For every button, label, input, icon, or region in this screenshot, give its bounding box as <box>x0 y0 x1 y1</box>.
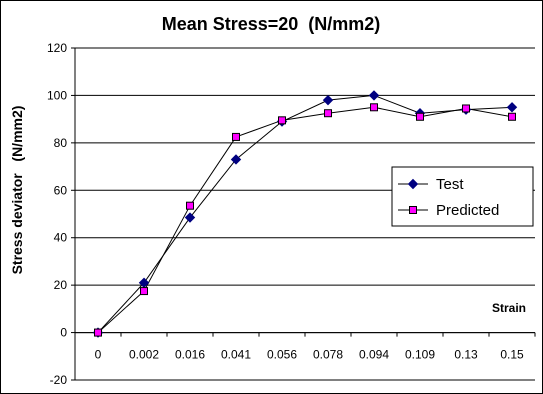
data-point-test <box>184 212 196 223</box>
data-point-predicted <box>462 104 470 113</box>
legend: Test Predicted <box>391 166 534 227</box>
chart-title: Mean Stress=20 (N/mm2) <box>162 14 381 34</box>
y-tick-label: 80 <box>54 136 68 150</box>
data-point-predicted <box>508 112 516 121</box>
series-line-test <box>97 94 513 333</box>
data-point-predicted <box>94 328 102 337</box>
data-point-predicted <box>278 116 286 125</box>
y-tick-label: 120 <box>47 41 67 55</box>
x-tick-label: 0.13 <box>454 348 478 362</box>
x-tick-label: 0 <box>95 348 102 362</box>
legend-label-predicted: Predicted <box>436 202 499 219</box>
x-tick-label: 0.056 <box>267 348 297 362</box>
legend-marker-predicted <box>409 206 417 214</box>
data-point-predicted <box>416 112 424 121</box>
y-tick-label: -20 <box>50 373 68 387</box>
y-axis-title: Stress deviator (N/mm2) <box>9 106 25 275</box>
data-point-test <box>368 90 380 101</box>
y-tick-label: 100 <box>47 88 67 102</box>
legend-box <box>391 166 534 227</box>
legend-square-marker <box>409 206 417 214</box>
data-point-predicted <box>324 109 332 118</box>
x-tick-label: 0.002 <box>129 348 159 362</box>
y-tick-label: 60 <box>54 183 68 197</box>
data-point-test <box>230 154 242 165</box>
plot-area: -20 0 20 40 60 80 100 120 0 0.002 0.016 0.041 0.056 0… <box>47 41 536 387</box>
data-point-predicted <box>140 287 148 296</box>
y-tick-label: 40 <box>54 231 68 245</box>
x-tick-label: 0.109 <box>405 348 435 362</box>
y-tick-label: 0 <box>60 326 67 340</box>
data-point-test <box>322 94 334 106</box>
data-point-test <box>506 102 518 113</box>
y-tick-label: 20 <box>54 278 68 292</box>
legend-label-test: Test <box>436 176 464 193</box>
legend-marker-test <box>407 178 419 190</box>
x-tick-label: 0.094 <box>359 348 389 362</box>
x-axis-title: Strain <box>492 301 526 315</box>
x-tick-label: 0.041 <box>221 348 251 362</box>
x-tick-label: 0.15 <box>500 348 524 362</box>
x-tick-label: 0.078 <box>313 348 343 362</box>
x-tick-label: 0.016 <box>175 348 205 362</box>
legend-diamond-marker <box>407 178 419 190</box>
data-point-predicted <box>370 103 378 112</box>
data-point-predicted <box>232 132 240 141</box>
data-point-predicted <box>186 201 194 210</box>
series-line-predicted <box>97 106 513 333</box>
